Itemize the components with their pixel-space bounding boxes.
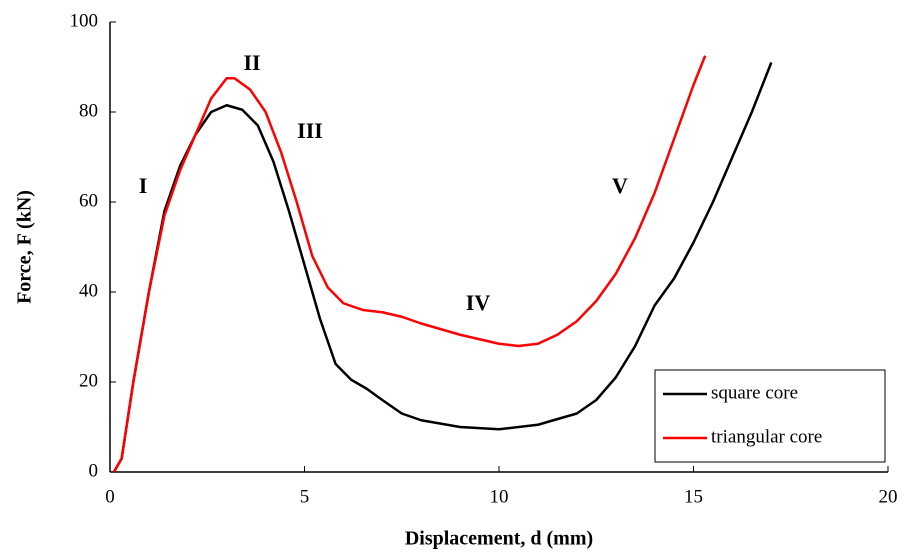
y-tick-label: 100: [70, 10, 99, 31]
y-tick-label: 40: [79, 280, 98, 301]
y-axis-title: Force, F (kN): [14, 190, 36, 304]
annotation: III: [297, 118, 323, 143]
x-tick-label: 10: [490, 486, 509, 507]
y-tick-label: 0: [89, 460, 99, 481]
legend-label: square core: [711, 382, 798, 403]
x-tick-label: 15: [684, 486, 703, 507]
y-tick-label: 80: [79, 100, 98, 121]
annotation: V: [612, 173, 628, 198]
annotation: IV: [466, 290, 491, 315]
legend-label: triangular core: [711, 426, 822, 447]
y-tick-label: 20: [79, 370, 98, 391]
y-tick-label: 60: [79, 190, 98, 211]
annotation: II: [243, 50, 260, 75]
annotation: I: [139, 173, 148, 198]
series-line: [112, 55, 707, 473]
x-tick-label: 5: [300, 486, 310, 507]
x-axis-title: Displacement, d (mm): [405, 528, 593, 550]
x-tick-label: 20: [879, 486, 898, 507]
x-tick-label: 0: [105, 486, 115, 507]
legend-box: [654, 369, 886, 463]
